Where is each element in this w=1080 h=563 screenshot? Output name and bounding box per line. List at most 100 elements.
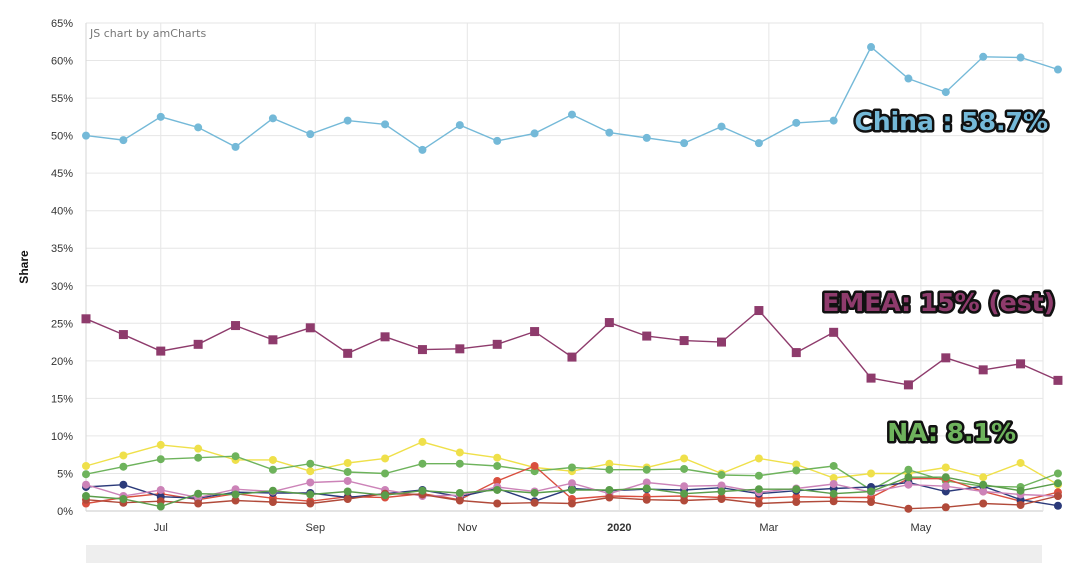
series-8-point bbox=[156, 502, 165, 511]
x-axis: Jul Sep Nov 2020 Mar May bbox=[154, 522, 932, 534]
china-point bbox=[717, 122, 726, 131]
y-tick-label: 35% bbox=[51, 243, 73, 255]
series-2-point bbox=[754, 454, 763, 463]
series-2-point bbox=[306, 467, 315, 476]
emea-point bbox=[530, 327, 540, 337]
series-3-point bbox=[717, 470, 726, 479]
series-6-point bbox=[343, 476, 352, 485]
na-callout: NA: 8.1% bbox=[887, 418, 1016, 447]
series-2-point bbox=[343, 458, 352, 467]
emea-point bbox=[642, 331, 652, 341]
series-2-point bbox=[829, 473, 838, 482]
series-8-point bbox=[567, 485, 576, 494]
series-7-point bbox=[268, 497, 277, 506]
series-8-point bbox=[605, 485, 614, 494]
emea-point bbox=[567, 352, 577, 362]
china-point bbox=[493, 136, 502, 145]
series-4-point bbox=[530, 461, 539, 470]
series-2-point bbox=[792, 460, 801, 469]
emea-point bbox=[903, 380, 913, 390]
emea-point bbox=[417, 345, 427, 355]
series-7-point bbox=[979, 499, 988, 508]
china-point bbox=[119, 136, 128, 145]
china-point bbox=[82, 131, 90, 140]
series-7-point bbox=[867, 497, 876, 506]
series-layer bbox=[81, 43, 1063, 513]
emea-point bbox=[1016, 359, 1026, 369]
emea-callout: EMEA: 15% (est) bbox=[822, 288, 1055, 317]
emea-point bbox=[156, 346, 166, 356]
series-8-point bbox=[455, 488, 464, 497]
series-6-point bbox=[717, 481, 726, 490]
series-2-point bbox=[605, 459, 614, 468]
series-6-point bbox=[642, 478, 651, 487]
series-8-point bbox=[979, 480, 988, 489]
series-8-point bbox=[268, 486, 277, 495]
china-point bbox=[979, 52, 988, 61]
y-tick-label: 10% bbox=[51, 431, 73, 443]
series-3-point bbox=[605, 465, 614, 474]
series-7-point bbox=[306, 499, 315, 508]
y-tick-label: 5% bbox=[57, 468, 73, 480]
china-point bbox=[904, 74, 913, 83]
series-2-point bbox=[493, 453, 502, 462]
series-7-point bbox=[642, 495, 651, 504]
x-tick-label: Nov bbox=[458, 522, 478, 534]
series-2-point bbox=[156, 440, 165, 449]
series-3-point bbox=[904, 465, 913, 474]
series-7-point bbox=[717, 494, 726, 503]
series-3-point bbox=[156, 455, 165, 464]
series-2-point bbox=[979, 473, 988, 482]
series-3-point bbox=[306, 459, 315, 468]
series-4-point bbox=[493, 476, 502, 485]
emea-point bbox=[81, 314, 91, 324]
series-8-point bbox=[642, 484, 651, 493]
amcharts-credit[interactable]: JS chart by amCharts bbox=[89, 27, 206, 40]
china-point bbox=[867, 43, 876, 52]
emea-point bbox=[941, 353, 951, 363]
emea-point bbox=[492, 339, 502, 349]
series-8-point bbox=[754, 485, 763, 494]
series-6-point bbox=[306, 478, 315, 487]
emea-point bbox=[604, 318, 614, 328]
emea-point bbox=[791, 348, 801, 358]
y-tick-label: 60% bbox=[51, 56, 73, 68]
china-point bbox=[156, 112, 165, 121]
series-7-point bbox=[904, 504, 913, 513]
series-3-point bbox=[829, 461, 838, 470]
china-point bbox=[680, 139, 689, 148]
x-tick-label: Sep bbox=[305, 522, 325, 534]
china-point bbox=[343, 116, 352, 125]
china-point bbox=[306, 130, 315, 139]
emea-point bbox=[829, 327, 839, 337]
series-3-point bbox=[493, 461, 502, 470]
y-tick-label: 30% bbox=[51, 281, 73, 293]
series-6-point bbox=[82, 480, 90, 489]
series-3-point bbox=[231, 452, 240, 461]
series-3-point bbox=[343, 467, 352, 476]
chart-scrollbar[interactable] bbox=[86, 545, 1042, 563]
x-tick-label: May bbox=[910, 522, 931, 534]
series-3-point bbox=[455, 459, 464, 468]
x-tick-label: Jul bbox=[154, 522, 168, 534]
series-2-point bbox=[268, 455, 277, 464]
series-8-point bbox=[493, 485, 502, 494]
x-tick-label: 2020 bbox=[607, 522, 631, 534]
y-tick-label: 25% bbox=[51, 318, 73, 330]
series-8-point bbox=[792, 485, 801, 494]
china-point bbox=[605, 128, 614, 137]
emea-point bbox=[118, 330, 128, 340]
series-7-point bbox=[1016, 500, 1025, 509]
china-point bbox=[754, 139, 763, 148]
share-line-chart: 0% 5% 10% 15% 20% 25% 30% 35% 40% 45% 50% 55% 60% 65%… bbox=[17, 18, 1063, 534]
series-6-point bbox=[941, 482, 950, 491]
series-2-point bbox=[194, 444, 203, 453]
series-3-point bbox=[194, 453, 203, 462]
y-tick-label: 20% bbox=[51, 356, 73, 368]
y-tick-label: 40% bbox=[51, 206, 73, 218]
series-8-point bbox=[194, 489, 203, 498]
series-7-point bbox=[231, 496, 240, 505]
series-7-point bbox=[605, 493, 614, 502]
series-3-point bbox=[418, 459, 427, 468]
series-3-point bbox=[754, 471, 763, 480]
